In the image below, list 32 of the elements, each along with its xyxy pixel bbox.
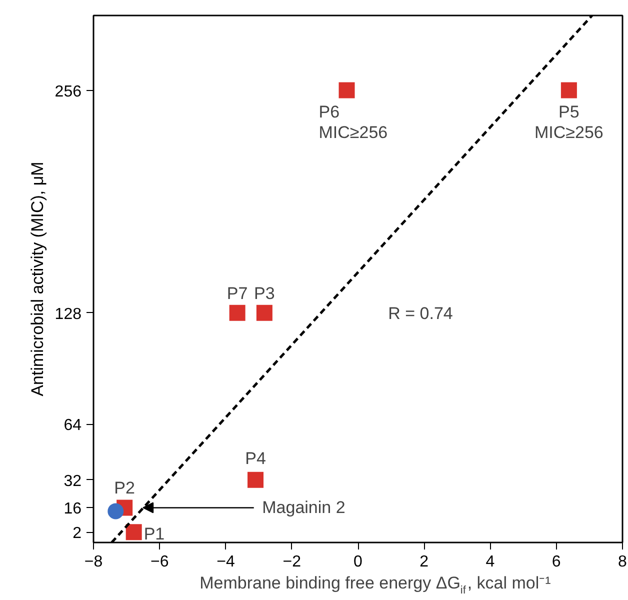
point [338, 82, 355, 98]
x-tick-label: −6 [150, 554, 169, 570]
x-tick-label: 8 [618, 554, 628, 570]
x-tick-label: 2 [420, 554, 429, 570]
x-tick-label: 6 [552, 554, 561, 570]
y-tick-label: 32 [64, 472, 82, 490]
y-tick-label: 64 [64, 417, 82, 434]
annotation: P4 [245, 448, 266, 468]
annotation: P5 MIC≥256 [534, 102, 604, 142]
point [560, 82, 577, 98]
point [126, 524, 142, 540]
point [256, 304, 272, 321]
x-tick-label: −4 [216, 554, 235, 570]
x-tick-label: −2 [282, 554, 302, 570]
y-axis-title: Antimicrobial activity (MIC), μM [28, 162, 47, 396]
point [108, 503, 124, 520]
annotation: P6 MIC≥256 [318, 102, 388, 142]
point [248, 472, 264, 488]
y-tick-label: 16 [64, 500, 82, 518]
y-tick-label: 2 [72, 525, 82, 542]
point [229, 304, 246, 321]
y-tick-label: 128 [54, 306, 82, 323]
annotation: P1 [144, 524, 165, 544]
x-tick-label: 0 [354, 554, 363, 570]
x-tick-label: −8 [84, 554, 103, 570]
annotation: P3 [254, 284, 275, 303]
annotation: R = 0.74 [388, 304, 453, 323]
annotation: P2 [114, 478, 135, 498]
y-tick-label: 256 [54, 83, 82, 100]
x-tick-label: 4 [486, 554, 495, 570]
annotation: P7 [226, 284, 248, 303]
annotation: Magainin 2 [262, 498, 346, 518]
